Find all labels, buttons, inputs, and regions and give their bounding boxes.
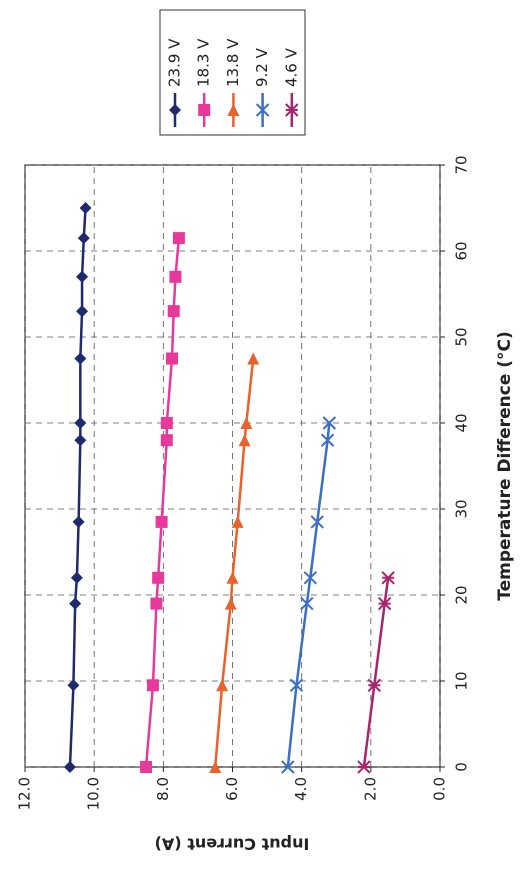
marker — [155, 515, 168, 528]
legend-label: 18.3 V — [195, 38, 213, 87]
marker — [310, 515, 324, 529]
marker — [303, 571, 318, 585]
marker — [79, 202, 92, 214]
y-axis-title: Input Current (A) — [155, 835, 310, 854]
x-tick-label: 20 — [453, 585, 471, 604]
marker — [160, 417, 173, 429]
marker — [216, 679, 229, 692]
marker — [76, 270, 89, 283]
x-tick-label: 40 — [453, 413, 471, 432]
marker — [240, 417, 253, 429]
legend-label: 13.8 V — [224, 38, 242, 87]
marker — [227, 104, 240, 116]
marker — [74, 434, 87, 447]
marker — [165, 352, 178, 365]
marker — [69, 597, 82, 610]
marker — [322, 416, 337, 430]
marker — [289, 678, 304, 693]
series-line — [362, 577, 390, 768]
marker — [247, 352, 260, 365]
marker — [77, 232, 90, 245]
marker — [169, 104, 181, 116]
y-tick-label: 10.0 — [85, 777, 103, 810]
marker — [231, 515, 244, 528]
marker — [167, 305, 180, 318]
rotated-chart: Temperature Difference (°C) Input Curren… — [16, 9, 515, 854]
x-tick-label: 0 — [453, 762, 471, 772]
marker — [285, 103, 299, 117]
y-tick-label: 12.0 — [16, 777, 34, 810]
legend-label: 9.2 V — [253, 47, 271, 87]
marker — [76, 305, 89, 318]
x-tick-label: 50 — [453, 327, 471, 346]
marker — [281, 760, 295, 774]
marker — [63, 761, 76, 773]
marker — [255, 103, 270, 117]
marker — [70, 571, 83, 584]
legend-label: 23.9 V — [166, 38, 184, 87]
marker — [238, 434, 251, 447]
marker — [74, 417, 87, 429]
y-tick-label: 6.0 — [223, 777, 241, 801]
marker — [169, 270, 182, 283]
marker — [74, 352, 87, 365]
x-tick-label: 60 — [453, 241, 471, 260]
marker — [172, 232, 185, 245]
marker — [209, 761, 222, 773]
legend-box — [159, 9, 306, 136]
marker — [67, 679, 80, 692]
marker — [146, 679, 159, 692]
marker — [381, 571, 395, 585]
y-tick-label: 8.0 — [154, 777, 172, 801]
marker — [198, 104, 211, 116]
marker — [367, 678, 381, 693]
marker — [72, 515, 85, 528]
x-tick-label: 10 — [453, 671, 471, 690]
marker — [320, 433, 335, 447]
x-axis-title: Temperature Difference (°C) — [495, 331, 515, 601]
marker — [152, 571, 165, 584]
y-tick-label: 2.0 — [361, 777, 379, 801]
marker — [300, 596, 314, 611]
marker — [377, 596, 392, 611]
marker — [357, 760, 371, 774]
series-line — [68, 207, 87, 768]
x-tick-label: 30 — [453, 499, 471, 518]
marker — [150, 597, 163, 610]
marker — [140, 761, 153, 773]
x-tick-label: 70 — [453, 155, 471, 174]
marker — [224, 597, 237, 610]
y-tick-label: 0.0 — [431, 777, 449, 801]
marker — [226, 571, 239, 584]
y-tick-label: 4.0 — [292, 777, 310, 801]
marker — [160, 434, 173, 447]
legend-label: 4.6 V — [282, 47, 300, 87]
